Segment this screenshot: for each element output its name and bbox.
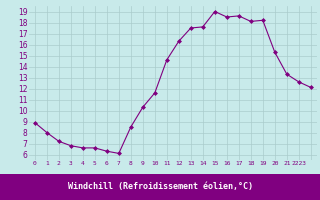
Text: Windchill (Refroidissement éolien,°C): Windchill (Refroidissement éolien,°C) [68, 182, 252, 192]
